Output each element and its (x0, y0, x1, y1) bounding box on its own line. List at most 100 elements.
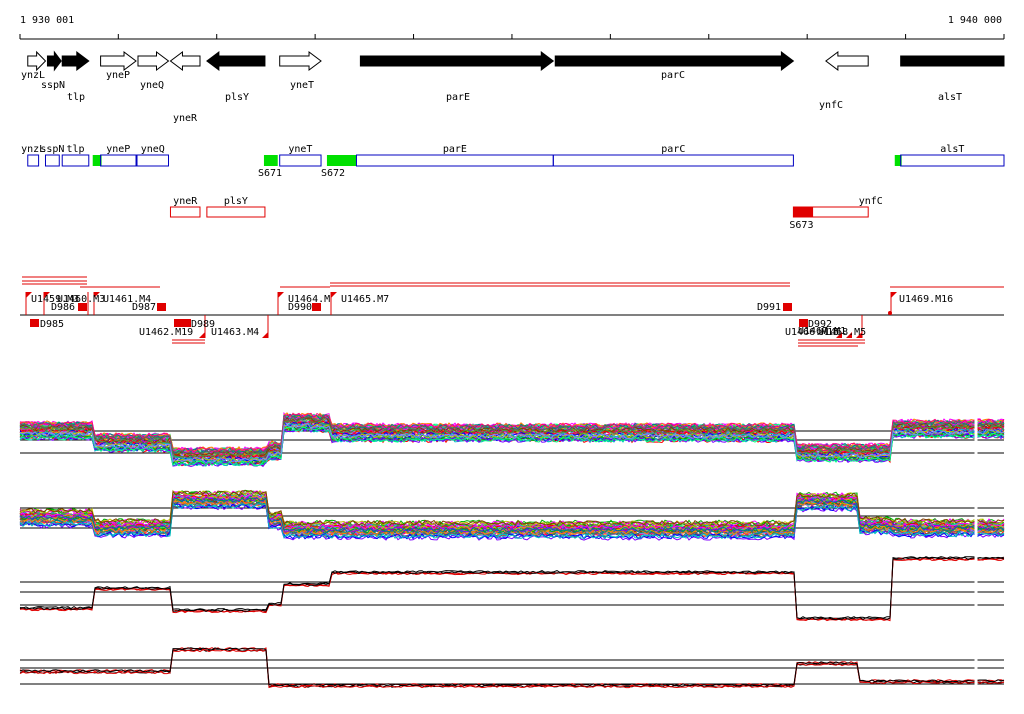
expression-profile-line (19, 558, 1005, 622)
tu-label-u1468: U1468.M5 (818, 327, 866, 338)
tu-label-d992: D992 (808, 319, 832, 330)
tu-bottom-labels: D985 U1462.M19 D989 U1463.M4 D992 U1466.… (40, 319, 866, 338)
minus-region-ynfC[interactable] (792, 206, 869, 218)
plus-region-alsT[interactable] (900, 154, 1005, 167)
tu-label-u1465: U1465.M7 (341, 294, 389, 305)
plus-region-tlp[interactable] (61, 154, 90, 167)
tu-label-u1461: U1461.M4 (103, 294, 151, 305)
plus-region-yneQ[interactable] (136, 154, 170, 167)
expression-profile-line (19, 497, 1005, 534)
expression-profile-line (19, 503, 1005, 540)
gene-arrow-yneQ[interactable] (137, 51, 170, 71)
tu-label-d986: D986 (51, 302, 75, 313)
tu-flag-markers (26, 292, 897, 338)
gene-label-yneR: yneR (173, 113, 198, 124)
tu-label-d987: D987 (132, 302, 156, 313)
expression-panel-plus-summary (19, 528, 1005, 622)
gene-arrow-plsY[interactable] (206, 51, 266, 71)
minus-region-plsY[interactable] (206, 206, 266, 218)
expression-profile-line (19, 504, 1005, 541)
minus-region-label: ynfC (859, 196, 883, 207)
plus-region-sspN[interactable] (44, 154, 60, 167)
gene-label-ynfC: ynfC (819, 100, 843, 111)
plus-site-box[interactable] (92, 155, 102, 166)
minus-site-label: S673 (789, 220, 813, 231)
gene-arrow-ynzL[interactable] (27, 50, 47, 72)
plus-region-label: parC (661, 144, 685, 155)
plus-region-parE[interactable] (355, 154, 554, 167)
expression-profile-line (19, 489, 1005, 527)
ruler-end-label: 1 940 000 (948, 15, 1002, 26)
gene-label-alsT: alsT (938, 92, 962, 103)
tu-label-u1460: U1460.M3 (57, 294, 105, 305)
plus-site-box[interactable] (326, 155, 357, 166)
minus-region-label: yneR (173, 196, 198, 207)
plus-site-label: S671 (258, 168, 282, 179)
minus-strand-track: S673 yneR plsY ynfC (169, 196, 883, 231)
expression-profile-line (19, 418, 1005, 459)
minus-site-box[interactable] (793, 207, 814, 217)
expression-profile-line (19, 648, 1005, 689)
gene-arrow-yneP[interactable] (100, 51, 137, 71)
plus-region-label: yneQ (141, 144, 165, 155)
expression-profile-line (19, 556, 1005, 620)
plus-region-label: ynzL (21, 144, 45, 155)
gene-arrow-sspN[interactable] (46, 50, 62, 72)
tu-label-d989: D989 (191, 319, 215, 330)
tu-d-boxes (30, 303, 892, 327)
gene-arrow-ynfC[interactable] (825, 51, 869, 71)
gene-arrow-parE[interactable] (359, 51, 555, 71)
gene-arrow-parC[interactable] (554, 51, 795, 71)
tu-bracket-lines (22, 276, 1004, 347)
tu-label-u1459: U1459.M3 (31, 294, 79, 305)
expression-profile-line (20, 422, 1005, 463)
gene-label-yneQ: yneQ (140, 80, 164, 91)
gene-label-yneT: yneT (290, 80, 314, 91)
plus-site-box[interactable] (894, 155, 902, 166)
tu-label-u1462: U1462.M19 (139, 327, 193, 338)
expression-profile-line (19, 647, 1005, 687)
plus-site-label: S672 (321, 168, 345, 179)
expression-panel-minus-multi (19, 460, 1005, 541)
plus-region-label: alsT (940, 144, 964, 155)
expression-profile-line (19, 556, 1005, 620)
expression-profile-line (19, 426, 1005, 467)
gene-arrow-yneT[interactable] (279, 51, 322, 71)
gene-arrow-yneR[interactable] (169, 51, 201, 71)
gene-label-parE: parE (446, 92, 470, 103)
tu-label-u1466: U1466.M15 (785, 327, 839, 338)
plus-site-box[interactable] (263, 155, 278, 166)
plus-region-label: yneT (288, 144, 312, 155)
tu-label-d991: D991 (757, 302, 781, 313)
plus-region-yneP[interactable] (100, 154, 137, 167)
minus-region-yneR[interactable] (169, 206, 201, 218)
plus-region-parC[interactable] (552, 154, 794, 167)
gene-label-yneP: yneP (106, 70, 130, 81)
gene-label-tlp: tlp (67, 92, 85, 103)
expression-profile-line (19, 415, 1005, 455)
ruler-start-label: 1 930 001 (20, 15, 74, 26)
gene-arrow-alsT[interactable] (900, 55, 1005, 67)
expression-profile-line (19, 498, 1005, 536)
plus-region-label: sspN (40, 144, 64, 155)
gene-label-plsY: plsY (225, 92, 249, 103)
plus-region-ynzL[interactable] (27, 154, 40, 167)
plus-region-yneT[interactable] (279, 154, 322, 167)
tu-label-d990: D990 (288, 302, 312, 313)
expression-profile-line (19, 423, 1005, 463)
plus-region-label: yneP (106, 144, 130, 155)
expression-panel-plus-multi (19, 380, 1005, 468)
expression-panel-minus-summary (19, 610, 1005, 690)
tu-top-labels: U1459.M3 D986 U1460.M3 U1461.M4 D987 U14… (31, 294, 953, 313)
gene-label-ynzL: ynzL (21, 70, 45, 81)
tu-label-u1464: U1464.M (288, 294, 330, 305)
gene-label-parC: parC (661, 70, 685, 81)
gene-arrow-tlp[interactable] (61, 51, 90, 71)
tu-label-d985: D985 (40, 319, 64, 330)
coordinate-ruler: 1 930 001 1 940 000 (19, 15, 1005, 40)
minus-region-label: plsY (224, 196, 248, 207)
tu-label-u1463: U1463.M4 (211, 327, 259, 338)
